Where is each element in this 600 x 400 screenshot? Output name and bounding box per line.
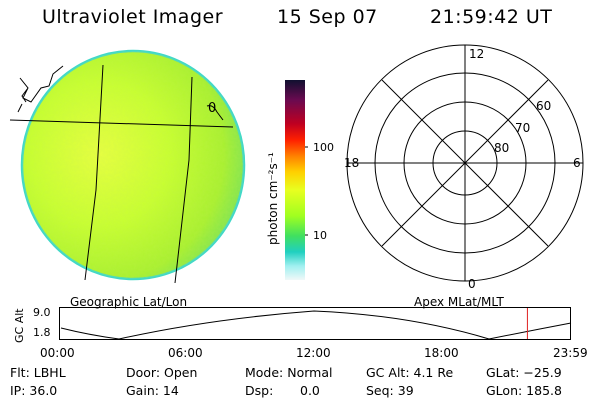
timeline-xtick-2359: 23:59 [553,346,588,360]
timeline-ytick-9: 9.0 [33,306,51,319]
mode-status: Mode: Normal [245,365,333,380]
gain-status: Gain: 14 [126,383,179,398]
gc-alt-status: GC Alt: 4.1 Re [366,365,454,380]
mlt-label-0: 0 [468,277,476,291]
app-title: Ultraviolet Imager [42,6,224,28]
door-status: Door: Open [126,365,198,380]
mlat-label-80: 80 [494,141,509,155]
seq-status: Seq: 39 [366,383,414,398]
timeline-xtick-1800: 18:00 [424,346,459,360]
timeline-xtick-0000: 00:00 [40,346,75,360]
filter-status: Flt: LBHL [10,365,66,380]
colorbar-tick-100: 100 [313,141,334,154]
mlat-label-60: 60 [536,99,551,113]
mlt-label-12: 12 [469,47,484,61]
date-label: 15 Sep 07 [277,6,378,28]
lat-lon-grid [9,64,234,284]
coastline [19,65,64,103]
orbit-altitude-plot [59,307,572,340]
geo-panel-label: Geographic Lat/Lon [70,295,188,309]
colorbar-unit-label: photon cm⁻²s⁻¹ [266,152,280,245]
mlt-label-18: 18 [344,156,359,170]
timeline-xtick-1200: 12:00 [296,346,331,360]
mlt-label-6: 6 [573,156,581,170]
timeline-ylabel: GC Alt [13,308,26,343]
dsp-value: 0.0 [300,383,320,398]
glat-status: GLat: −25.9 [486,365,562,380]
apex-polar-plot: 12 0 18 6 60 70 80 [344,44,584,291]
geographic-image-panel: 0 [9,49,246,284]
altitude-curve [60,310,572,340]
apex-panel-label: Apex MLat/MLT [414,295,504,309]
timeline-xtick-0600: 06:00 [168,346,203,360]
mlat-label-70: 70 [515,121,530,135]
timeline-ytick-1-8: 1.8 [33,326,51,339]
colorbar-tick-10: 10 [313,229,327,242]
geo-marker: 0 [208,101,216,116]
glon-status: GLon: 185.8 [486,383,562,398]
time-label: 21:59:42 UT [430,6,553,28]
dsp-label: Dsp: [245,383,274,398]
ip-status: IP: 36.0 [10,383,58,398]
colorbar [285,80,308,280]
